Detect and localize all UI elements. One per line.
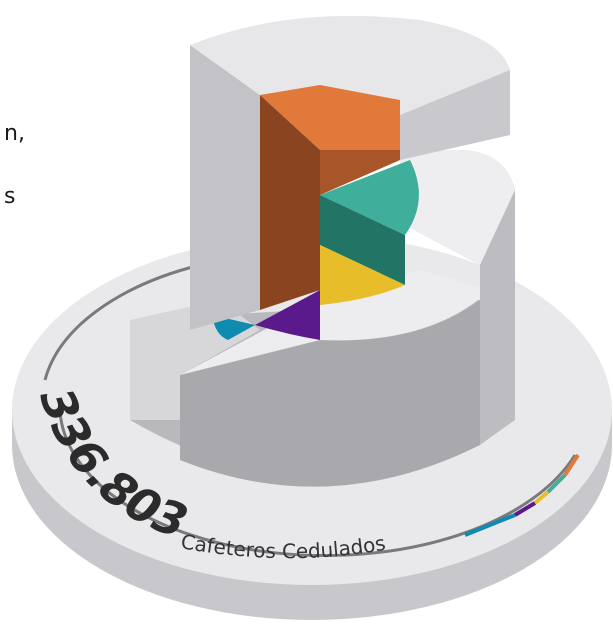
- text-fragment: s: [4, 184, 15, 209]
- text-fragment: n,: [4, 121, 25, 146]
- pie-3d: [130, 15, 515, 487]
